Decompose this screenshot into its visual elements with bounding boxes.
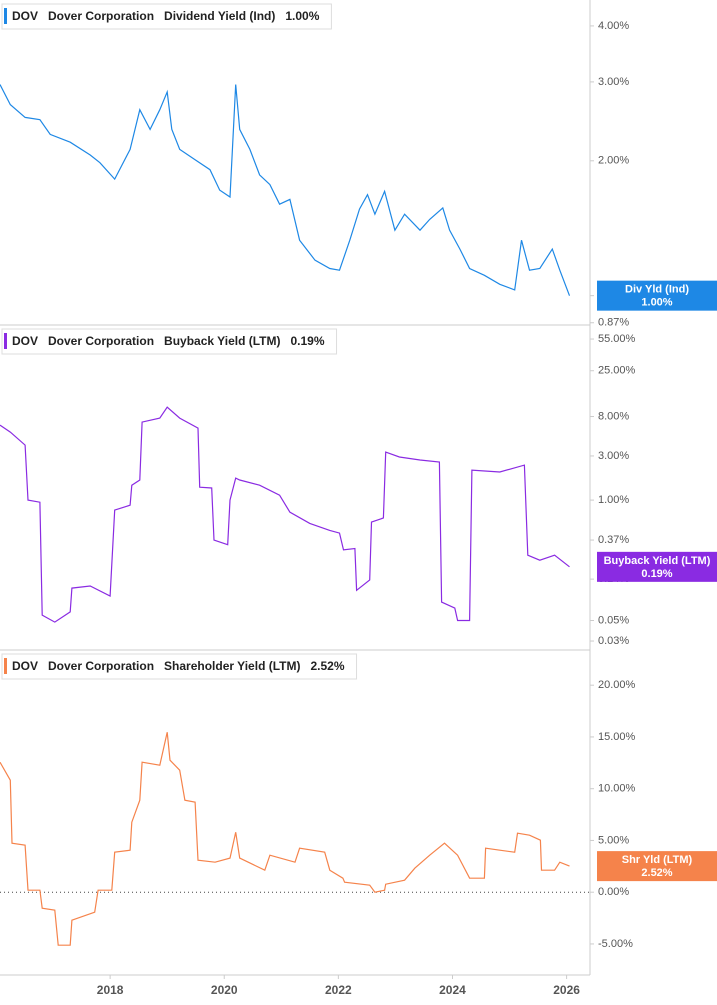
x-tick-label: 2026 bbox=[553, 983, 580, 997]
badge-value: 1.00% bbox=[641, 297, 672, 309]
series-line bbox=[0, 406, 570, 623]
legend-text: Dover Corporation bbox=[48, 9, 154, 23]
y-tick-label: 15.00% bbox=[598, 731, 636, 743]
y-tick-label: 1.00% bbox=[598, 494, 629, 506]
legend-text: DOV bbox=[12, 9, 38, 23]
y-tick-label: -5.00% bbox=[598, 938, 633, 950]
y-tick-label: 0.37% bbox=[598, 534, 629, 546]
legend-text: 2.52% bbox=[311, 659, 345, 673]
x-tick-label: 2024 bbox=[439, 983, 466, 997]
legend-text: Buyback Yield (LTM) bbox=[164, 334, 280, 348]
legend: DOV Dover Corporation Dividend Yield (Ind)… bbox=[1, 3, 332, 30]
y-tick-label: 5.00% bbox=[598, 834, 629, 846]
x-tick-label: 2018 bbox=[97, 983, 124, 997]
badge-value: 2.52% bbox=[641, 867, 672, 879]
legend-marker bbox=[4, 333, 7, 349]
y-tick-label: 55.00% bbox=[598, 333, 636, 345]
y-tick-label: 2.00% bbox=[598, 155, 629, 167]
legend-text: Dover Corporation bbox=[48, 334, 154, 348]
y-tick-label: 3.00% bbox=[598, 76, 629, 88]
legend-marker bbox=[4, 658, 7, 674]
legend-box bbox=[1, 653, 358, 680]
y-tick-label: 3.00% bbox=[598, 450, 629, 462]
y-tick-label: 4.00% bbox=[598, 20, 629, 32]
y-tick-label: 8.00% bbox=[598, 410, 629, 422]
legend-text: Shareholder Yield (LTM) bbox=[164, 659, 300, 673]
legend-text: 1.00% bbox=[285, 9, 319, 23]
legend-text: 0.19% bbox=[291, 334, 325, 348]
last-value-badge bbox=[597, 551, 717, 582]
legend-box bbox=[1, 328, 338, 355]
badge-value: 0.19% bbox=[641, 568, 672, 580]
x-tick-label: 2020 bbox=[211, 983, 238, 997]
y-tick-label: 10.00% bbox=[598, 783, 636, 795]
legend-text: DOV bbox=[12, 659, 38, 673]
legend-text: Dover Corporation bbox=[48, 659, 154, 673]
last-value-badge bbox=[597, 851, 717, 882]
badge-label: Div Yld (Ind) bbox=[625, 284, 689, 296]
y-tick-label: 0.87% bbox=[598, 317, 629, 329]
y-tick-label: 25.00% bbox=[598, 365, 636, 377]
badge-label: Shr Yld (LTM) bbox=[622, 854, 693, 866]
legend: DOV Dover Corporation Shareholder Yield (L… bbox=[1, 653, 358, 680]
y-tick-label: 0.00% bbox=[598, 886, 629, 898]
badge-label: Buyback Yield (LTM) bbox=[604, 555, 711, 567]
legend-text: Dividend Yield (Ind) bbox=[164, 9, 275, 23]
legend-box bbox=[1, 3, 332, 30]
series-line bbox=[0, 732, 570, 946]
legend: DOV Dover Corporation Buyback Yield (LTM) 0… bbox=[1, 328, 338, 355]
x-tick-label: 2022 bbox=[325, 983, 352, 997]
legend-text: DOV bbox=[12, 334, 38, 348]
y-tick-label: 0.05% bbox=[598, 614, 629, 626]
y-tick-label: 0.03% bbox=[598, 635, 629, 647]
series-line bbox=[0, 84, 571, 296]
legend-marker bbox=[4, 8, 7, 24]
y-tick-label: 20.00% bbox=[598, 679, 636, 691]
last-value-badge bbox=[597, 280, 717, 311]
